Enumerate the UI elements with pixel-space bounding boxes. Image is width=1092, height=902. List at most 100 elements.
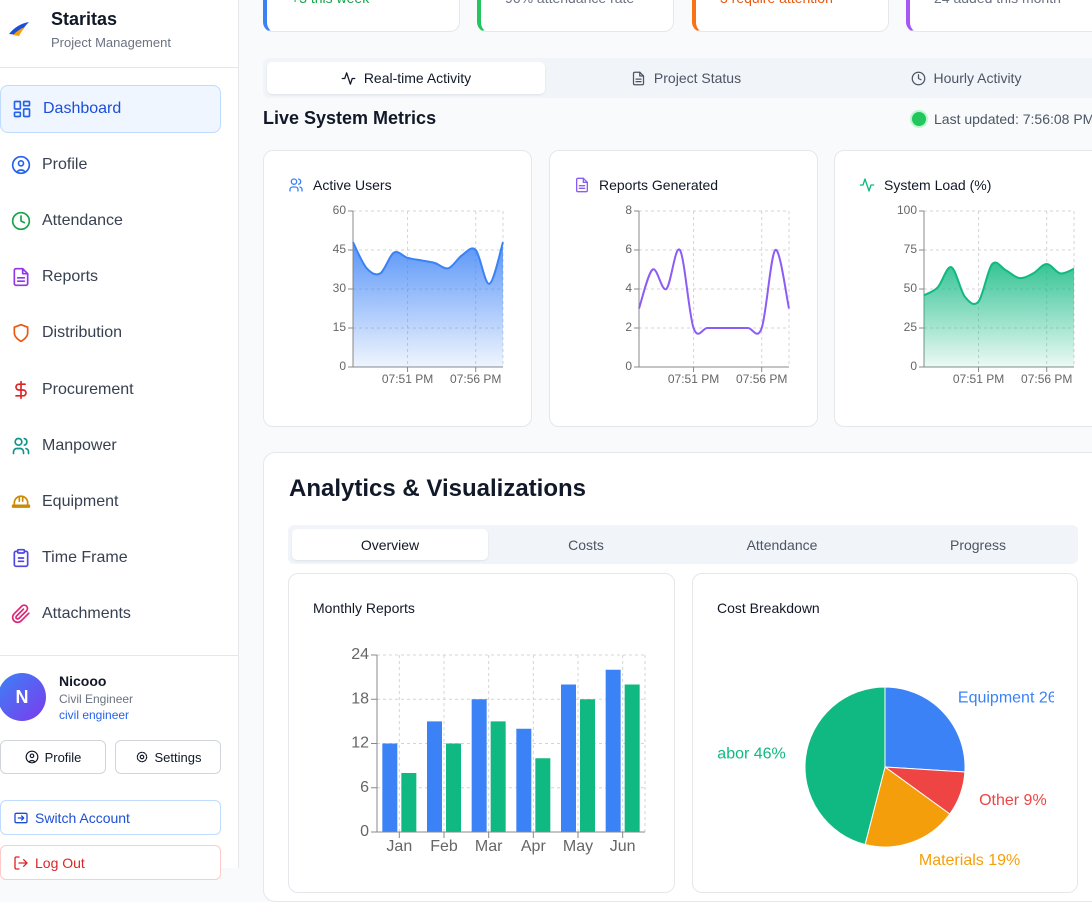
y-tick-label: 6: [360, 779, 369, 796]
metric-title: Reports Generated: [599, 177, 719, 193]
icon: [11, 495, 31, 508]
icon: [25, 750, 38, 764]
icon: [11, 212, 31, 231]
nav-item[interactable]: Profile: [0, 141, 221, 189]
nav-label: Attachments: [42, 604, 131, 622]
pie-slice: [884, 686, 966, 773]
nav-item[interactable]: Manpower: [0, 422, 221, 470]
nav-label: Dashboard: [43, 100, 122, 117]
icon: [911, 71, 925, 85]
icon-shape: [20, 215, 26, 224]
stat-note: 24 added this month: [934, 0, 1061, 6]
logout-button[interactable]: Log Out: [0, 845, 221, 880]
icon-shape: [13, 100, 22, 110]
tab[interactable]: Costs: [488, 529, 684, 560]
sidebar: Staritas Project Management Dashboard Pro…: [0, 0, 239, 880]
icon-shape: [635, 71, 645, 82]
metric-card: Active Users 0 15 30 45 60 07:51 PM 07:56 PM: [263, 150, 532, 427]
nav-item[interactable]: Time Frame: [0, 534, 221, 582]
y-tick-label: 15: [333, 320, 347, 334]
tab[interactable]: Progress: [880, 529, 1076, 560]
stat-card: 24 added this month: [906, 0, 1092, 32]
icon-shape: [859, 178, 875, 192]
x-tick-label: 07:51 PM: [382, 372, 433, 386]
icon: [13, 548, 29, 567]
metric-card: Reports Generated 0 2 4 6 8 07:51 PM 07:56 PM: [549, 150, 818, 427]
icon-shape: [13, 550, 29, 567]
y-tick-label: 24: [351, 646, 369, 663]
icon-shape: [632, 71, 645, 85]
icon-shape: [13, 268, 29, 287]
nav-item[interactable]: Dashboard: [0, 85, 221, 133]
pie-slice: [804, 686, 886, 846]
metric-header: Reports Generated: [574, 177, 718, 193]
tab[interactable]: Attendance: [684, 529, 880, 560]
bar: [471, 699, 487, 832]
pie-label-value: 9%: [1024, 792, 1047, 809]
pie-label-name: Equipment: [958, 690, 1035, 707]
stat-card: +3 this week: [263, 0, 460, 32]
icon: [136, 751, 147, 763]
y-tick-label: 4: [625, 281, 632, 295]
bar: [561, 684, 576, 832]
pie-label: Other 9%: [979, 792, 1047, 809]
icon-shape: [22, 100, 31, 107]
nav-label: Time Frame: [42, 548, 128, 566]
profile-button[interactable]: Profile: [0, 740, 106, 774]
icon-shape: [289, 178, 303, 192]
y-tick-label: 0: [910, 359, 917, 373]
tab[interactable]: Project Status: [547, 62, 825, 94]
pie-chart: Equipment 26% Other 9% Materials 19% Labor …: [717, 686, 1054, 868]
nav-item[interactable]: Attachments: [0, 590, 221, 638]
bar: [382, 743, 398, 832]
switch-account-button[interactable]: Switch Account: [0, 800, 221, 835]
nav-item[interactable]: Reports: [0, 253, 221, 301]
icon-shape: [911, 71, 925, 85]
bar: [580, 699, 595, 832]
nav-item[interactable]: Distribution: [0, 309, 221, 357]
icon: [576, 177, 588, 193]
icon-shape: [14, 812, 28, 823]
nav-item[interactable]: Procurement: [0, 366, 221, 414]
section-title: Live System Metrics: [263, 108, 437, 128]
tab[interactable]: Real-time Activity: [267, 62, 545, 94]
metric-chart: 0 2 4 6 8 07:51 PM 07:56 PM: [625, 203, 790, 386]
stat-cards: +3 this week 96% attendance rate 3 require…: [0, 0, 1092, 40]
tab[interactable]: Hourly Activity: [827, 62, 1092, 94]
tab-label: Attendance: [746, 536, 818, 553]
y-tick-label: 12: [351, 735, 369, 752]
avatar: N: [0, 673, 46, 721]
y-tick-label: 50: [904, 281, 918, 295]
x-tick-label: 07:56 PM: [450, 372, 501, 386]
y-tick-label: 60: [333, 203, 347, 217]
analytics-title: Analytics & Visualizations: [289, 475, 586, 502]
icon: [632, 71, 645, 85]
nav-label: Attendance: [42, 212, 123, 230]
icon-shape: [14, 437, 23, 446]
button-label: Log Out: [35, 854, 85, 871]
area: [353, 242, 503, 367]
icon-shape: [139, 754, 144, 760]
area: [924, 262, 1074, 367]
y-tick-label: 18: [351, 690, 369, 707]
tab[interactable]: Overview: [292, 529, 488, 560]
stat-note: 3 require attention: [720, 0, 833, 6]
line: [923, 261, 1075, 305]
x-tick-label: Jun: [610, 838, 636, 855]
x-tick-label: Feb: [430, 838, 458, 855]
icon-shape: [29, 753, 34, 759]
icon-shape: [16, 548, 26, 554]
icon-shape: [917, 73, 922, 80]
tab-label: Overview: [360, 536, 420, 553]
nav-item[interactable]: Attendance: [0, 197, 221, 245]
icon-shape: [22, 108, 31, 118]
icon: [12, 437, 30, 454]
pie-label: Labor 46%: [717, 746, 786, 763]
stat-card: 3 require attention: [692, 0, 889, 32]
metric-card: System Load (%) 0 25 50 75 100 07:51 PM 07:56 P…: [834, 150, 1092, 427]
tab-label: Real-time Activity: [363, 70, 472, 86]
icon: [15, 380, 27, 399]
user-role: Civil Engineer: [59, 692, 134, 706]
nav-item[interactable]: Equipment: [0, 478, 221, 526]
settings-button[interactable]: Settings: [115, 740, 221, 774]
